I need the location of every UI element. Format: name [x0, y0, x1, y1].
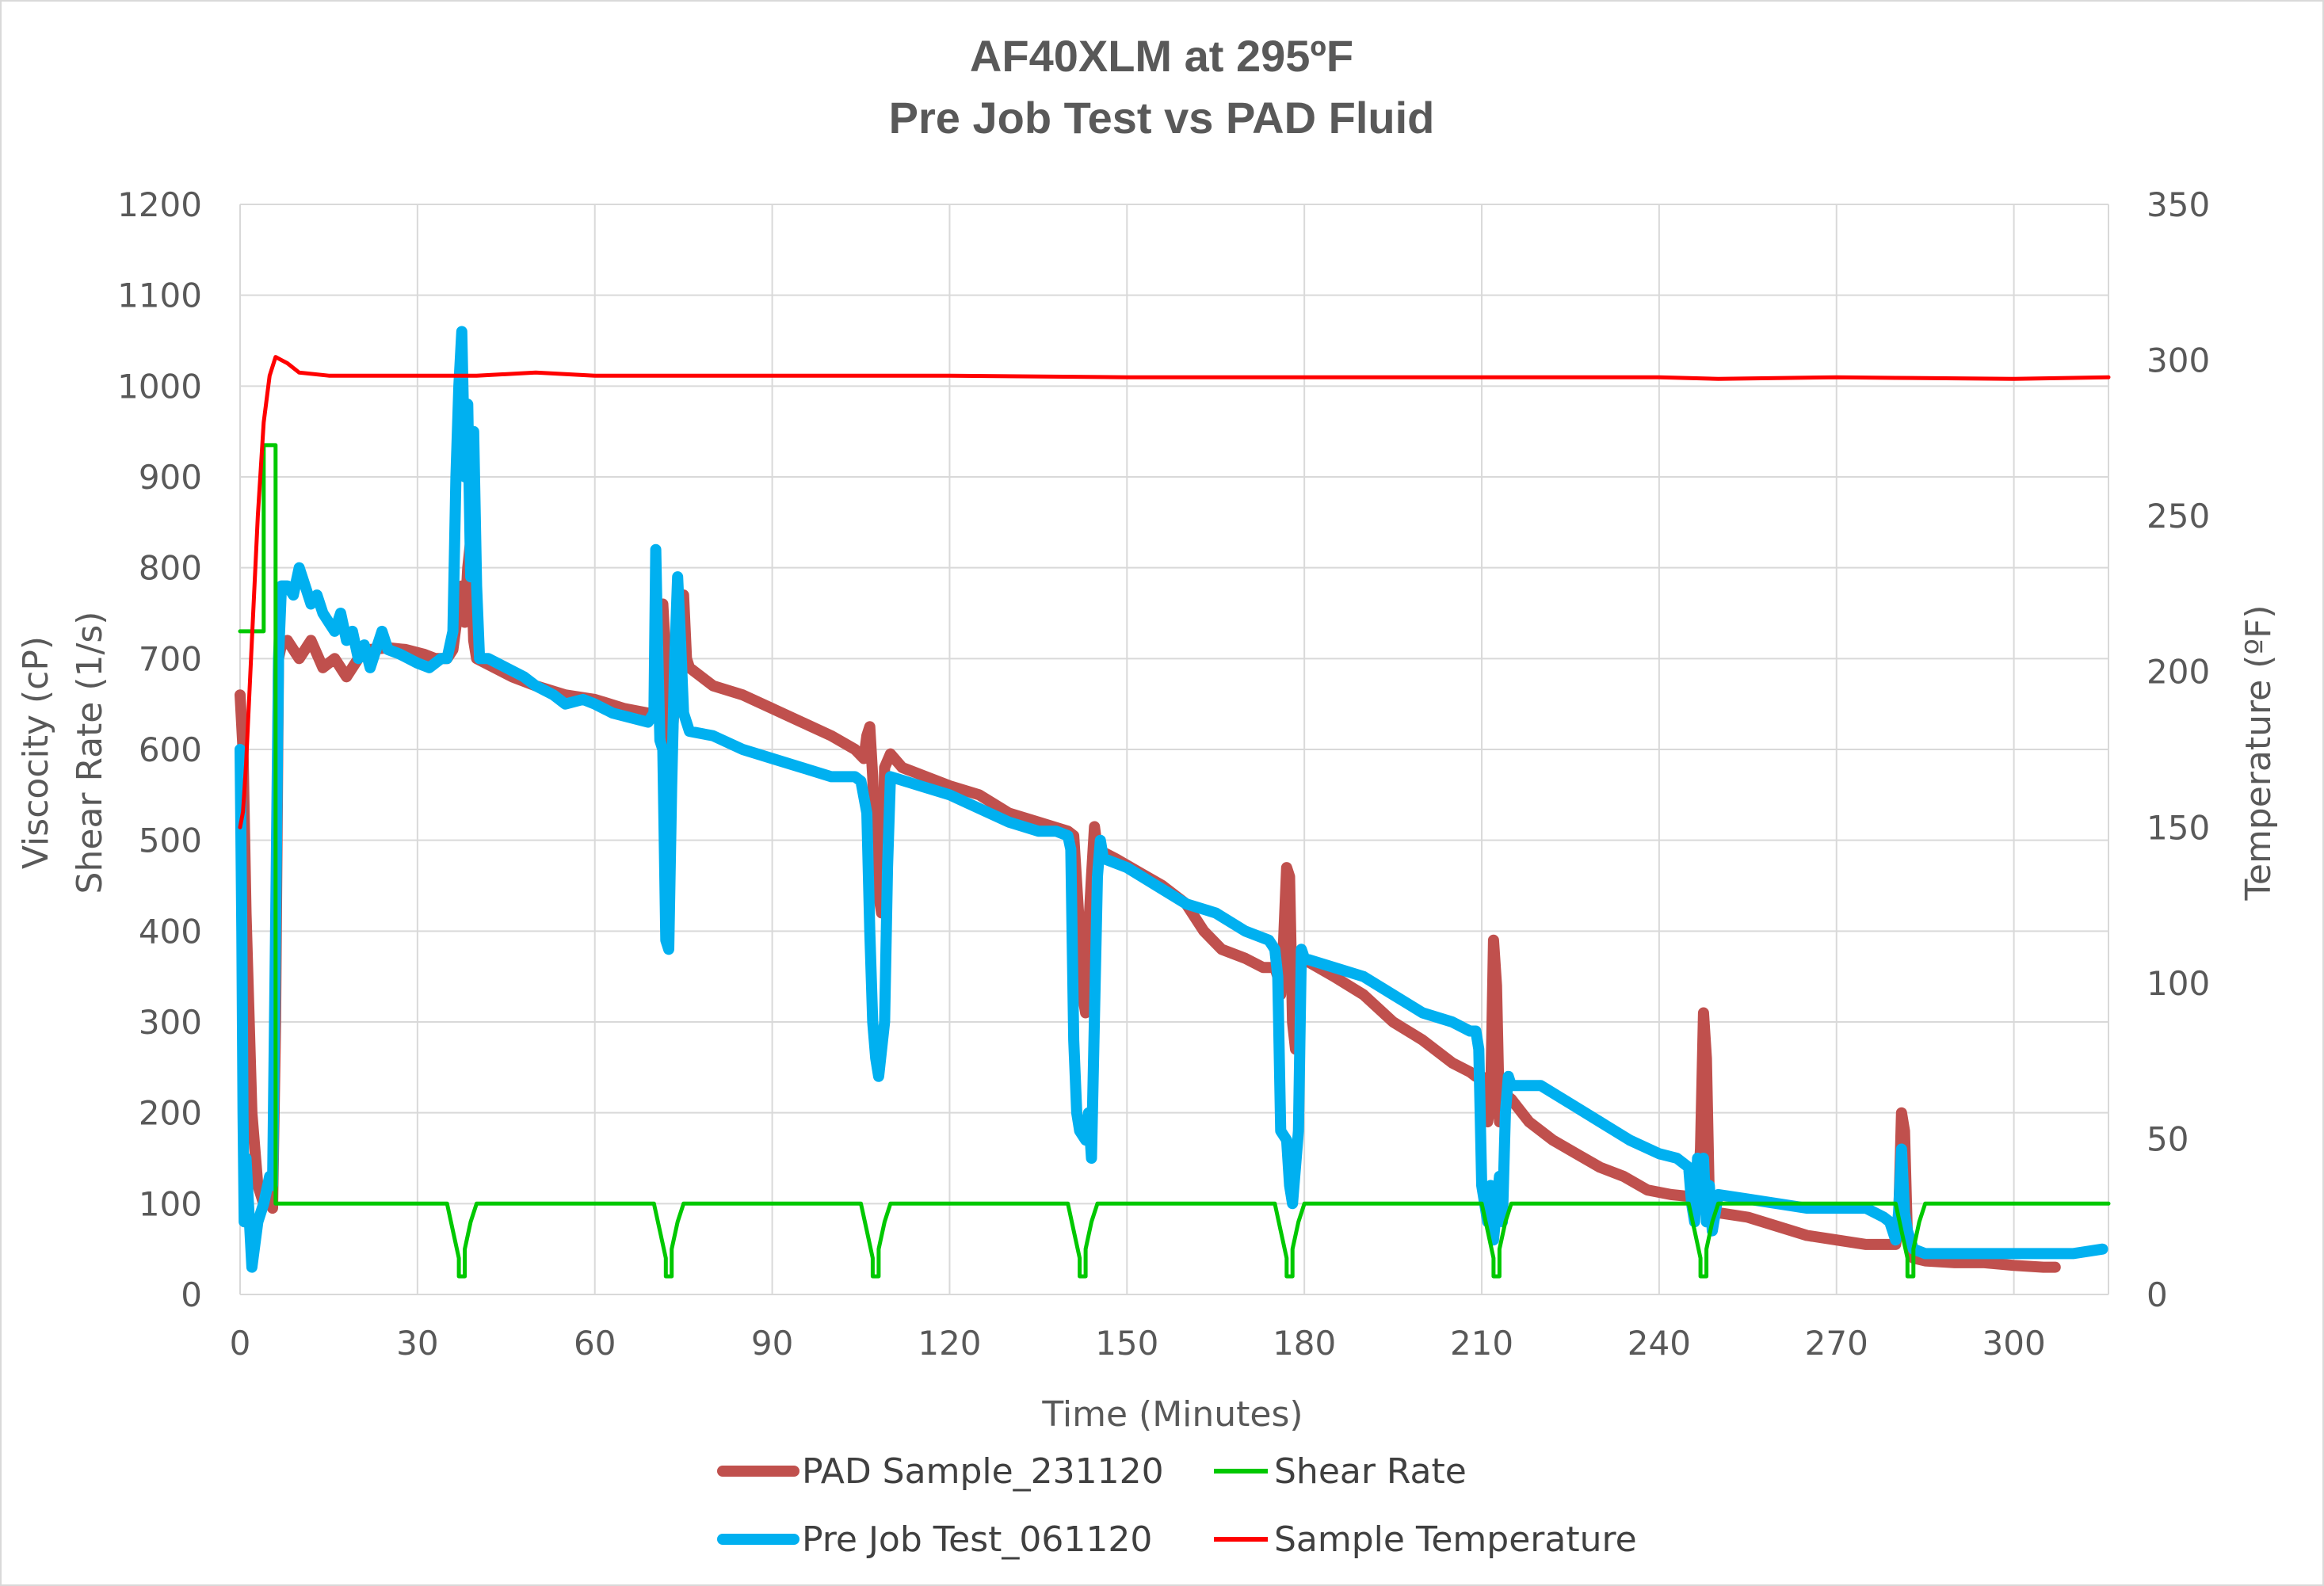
- y-left-tick-label: 0: [181, 1275, 202, 1314]
- legend: PAD Sample_231120 Shear Rate Pre Job Tes…: [717, 1451, 1637, 1560]
- y-left-tick-label: 500: [139, 822, 202, 860]
- tick-labels: 0100200300400500600700800900100011001200…: [117, 185, 2210, 1363]
- x-tick-label: 0: [230, 1324, 251, 1363]
- y-right-tick-label: 350: [2147, 185, 2210, 224]
- legend-label-shear-rate: Shear Rate: [1274, 1451, 1467, 1492]
- y-left-tick-label: 700: [139, 639, 202, 678]
- y-left-tick-label: 600: [139, 730, 202, 769]
- x-tick-label: 90: [751, 1324, 793, 1363]
- chart-subtitle: Pre Job Test vs PAD Fluid: [889, 93, 1435, 143]
- y-left-tick-label: 100: [139, 1184, 202, 1223]
- y-right-tick-label: 50: [2147, 1119, 2189, 1158]
- y-left-tick-label: 200: [139, 1094, 202, 1133]
- x-tick-label: 240: [1628, 1324, 1691, 1363]
- y-left-tick-label: 300: [139, 1003, 202, 1042]
- y-left-tick-label: 800: [139, 549, 202, 588]
- y-left-tick-label: 1000: [117, 367, 202, 406]
- x-tick-label: 60: [574, 1324, 616, 1363]
- series-group: [235, 326, 2111, 1279]
- x-tick-label: 300: [1982, 1324, 2046, 1363]
- x-tick-label: 210: [1450, 1324, 1513, 1363]
- y-left-tick-label: 400: [139, 912, 202, 951]
- y-left-tick-label: 1100: [117, 276, 202, 315]
- y-axis-label-right: Temperature (ºF): [2238, 604, 2279, 901]
- y-left-tick-label: 1200: [117, 185, 202, 224]
- y-right-tick-label: 300: [2147, 341, 2210, 380]
- y-right-tick-label: 200: [2147, 653, 2210, 692]
- x-axis-label: Time (Minutes): [1041, 1394, 1303, 1435]
- y-right-tick-label: 100: [2147, 964, 2210, 1003]
- x-tick-label: 150: [1095, 1324, 1158, 1363]
- series-line-pre-job-test-061120: [235, 326, 2108, 1273]
- x-tick-label: 180: [1273, 1324, 1336, 1363]
- x-tick-label: 30: [396, 1324, 438, 1363]
- legend-label-sample-temperature: Sample Temperature: [1274, 1519, 1637, 1560]
- y-right-tick-label: 0: [2147, 1275, 2168, 1314]
- x-tick-label: 270: [1805, 1324, 1868, 1363]
- series-line-sample-temperature: [238, 355, 2111, 829]
- y-axis-label-left-line2: Shear Rate (1/s): [70, 612, 110, 894]
- legend-label-pad-sample: PAD Sample_231120: [802, 1451, 1164, 1492]
- chart-title: AF40XLM at 295ºF: [970, 31, 1353, 81]
- y-right-tick-label: 150: [2147, 808, 2210, 847]
- legend-label-pre-job-test: Pre Job Test_061120: [802, 1519, 1152, 1560]
- y-axis-label-left-line1: Viscocity (cP): [16, 636, 56, 869]
- series-line-shear-rate: [238, 443, 2111, 1279]
- y-left-tick-label: 900: [139, 458, 202, 497]
- x-tick-label: 120: [918, 1324, 981, 1363]
- y-right-tick-label: 250: [2147, 497, 2210, 536]
